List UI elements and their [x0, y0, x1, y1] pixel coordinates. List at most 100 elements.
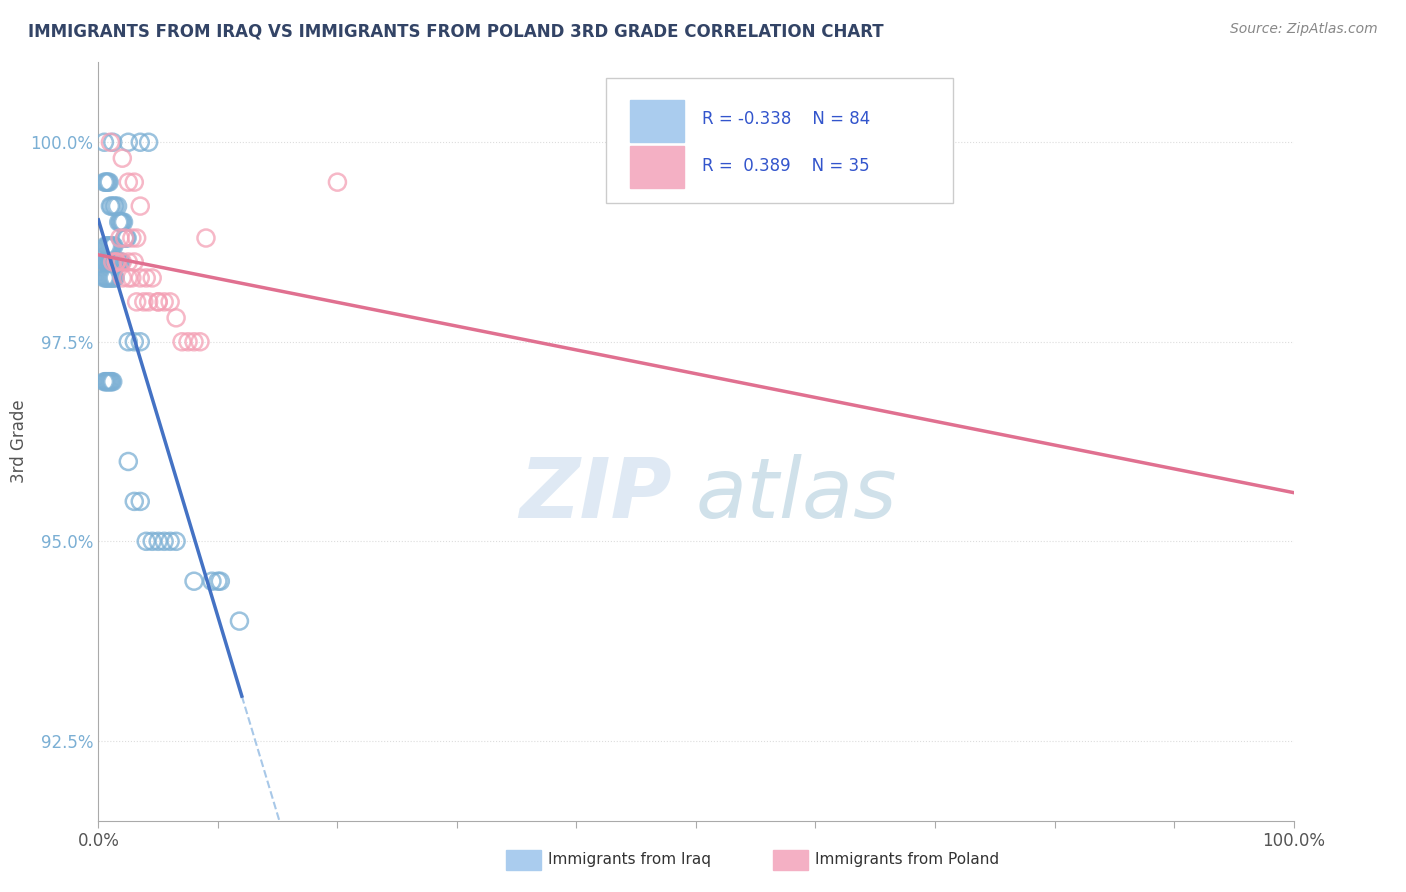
Point	[101, 255, 124, 269]
Point	[129, 199, 152, 213]
Point	[165, 534, 187, 549]
Point	[103, 271, 125, 285]
Point	[103, 255, 125, 269]
Point	[159, 534, 181, 549]
Point	[124, 334, 146, 349]
Point	[153, 534, 176, 549]
Point	[108, 231, 131, 245]
Point	[97, 239, 120, 253]
Point	[101, 255, 124, 269]
Point	[94, 255, 117, 269]
Point	[100, 255, 122, 269]
Point	[98, 175, 121, 189]
Point	[201, 574, 224, 589]
Point	[108, 255, 131, 269]
Point	[110, 255, 132, 269]
Point	[98, 255, 121, 269]
Point	[96, 271, 118, 285]
Point	[135, 271, 157, 285]
Point	[96, 239, 118, 253]
Text: Immigrants from Poland: Immigrants from Poland	[815, 853, 1000, 867]
Point	[93, 255, 115, 269]
Point	[153, 294, 176, 309]
Point	[103, 239, 125, 253]
Point	[172, 334, 194, 349]
Point	[117, 334, 139, 349]
Point	[129, 271, 152, 285]
Point	[93, 375, 115, 389]
Text: R =  0.389    N = 35: R = 0.389 N = 35	[702, 157, 869, 175]
Point	[107, 255, 129, 269]
Point	[129, 135, 152, 149]
Point	[93, 135, 115, 149]
Text: Source: ZipAtlas.com: Source: ZipAtlas.com	[1230, 22, 1378, 37]
Point	[93, 271, 115, 285]
FancyBboxPatch shape	[606, 78, 953, 202]
Text: IMMIGRANTS FROM IRAQ VS IMMIGRANTS FROM POLAND 3RD GRADE CORRELATION CHART: IMMIGRANTS FROM IRAQ VS IMMIGRANTS FROM …	[28, 22, 884, 40]
Point	[124, 494, 146, 508]
Point	[94, 239, 117, 253]
Point	[114, 231, 136, 245]
Point	[98, 375, 122, 389]
Point	[188, 334, 211, 349]
Point	[148, 294, 170, 309]
Point	[121, 231, 143, 245]
Point	[115, 231, 138, 245]
Point	[94, 375, 117, 389]
Point	[105, 255, 128, 269]
Point	[101, 239, 124, 253]
Point	[97, 375, 120, 389]
Point	[183, 334, 205, 349]
Point	[97, 175, 120, 189]
Point	[148, 534, 170, 549]
Point	[101, 375, 124, 389]
Point	[107, 199, 129, 213]
Point	[107, 215, 129, 229]
FancyBboxPatch shape	[630, 101, 685, 142]
Point	[100, 239, 122, 253]
Point	[105, 255, 128, 269]
FancyBboxPatch shape	[630, 145, 685, 187]
Text: R = -0.338    N = 84: R = -0.338 N = 84	[702, 111, 870, 128]
Point	[124, 175, 146, 189]
Point	[101, 271, 124, 285]
Point	[141, 271, 163, 285]
Point	[115, 231, 138, 245]
Point	[117, 454, 139, 468]
Point	[110, 215, 132, 229]
Point	[98, 255, 121, 269]
Point	[96, 255, 118, 269]
Text: atlas: atlas	[696, 454, 897, 535]
Point	[114, 231, 136, 245]
Point	[98, 135, 122, 149]
Point	[159, 294, 181, 309]
Point	[96, 175, 118, 189]
Point	[111, 151, 134, 165]
Point	[117, 271, 139, 285]
Point	[98, 375, 121, 389]
Text: ZIP: ZIP	[519, 454, 672, 535]
Point	[97, 255, 120, 269]
Point	[209, 574, 232, 589]
Point	[117, 255, 139, 269]
Point	[141, 534, 163, 549]
Point	[165, 310, 187, 325]
Point	[112, 215, 135, 229]
Point	[135, 534, 157, 549]
Point	[129, 494, 152, 508]
Point	[96, 375, 118, 389]
Point	[97, 271, 120, 285]
Point	[94, 271, 117, 285]
Point	[138, 135, 160, 149]
Point	[129, 334, 152, 349]
Point	[117, 175, 139, 189]
Point	[148, 294, 170, 309]
Point	[132, 294, 155, 309]
Point	[177, 334, 200, 349]
Point	[183, 574, 205, 589]
Point	[111, 255, 134, 269]
Point	[121, 271, 143, 285]
Point	[103, 199, 125, 213]
Point	[100, 271, 122, 285]
Point	[100, 199, 122, 213]
